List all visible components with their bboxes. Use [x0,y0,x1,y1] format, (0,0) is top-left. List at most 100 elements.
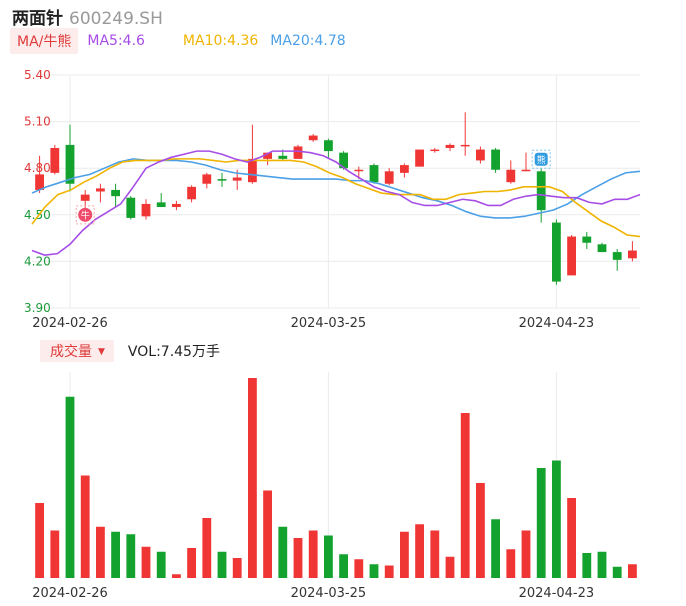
volume-bar [445,556,455,578]
candle-body [551,222,561,282]
volume-bar [263,490,273,578]
ma10-line [31,158,641,238]
candle-body [293,146,303,159]
volume-bar [50,530,60,578]
candle-body [415,149,425,167]
ma-indicator-button[interactable]: MA/牛熊 [10,28,79,54]
candle-body [627,250,637,259]
volume-bar [582,553,592,578]
candle-body [339,152,349,169]
candle-body [460,144,470,147]
candle-body [612,252,622,260]
volume-bar [247,378,257,578]
volume-bar [232,558,242,578]
volume-bar [308,530,318,578]
volume-bar [369,564,379,578]
volume-bar [156,551,166,578]
volume-bar [187,548,197,578]
candle-body [399,165,409,173]
price-tick-label: 4.80 [24,161,51,175]
bear-marker-icon [534,152,548,166]
candle-body [141,203,151,217]
volume-indicator-label: 成交量 [50,344,92,360]
bull-marker-label: 牛 [81,209,90,221]
volume-bar [111,531,121,578]
ma20-line [31,158,641,219]
volume-bar [202,518,212,578]
candle-body [491,149,501,170]
candle-body [80,194,90,201]
candle-body [202,174,212,184]
candle-body [430,149,440,152]
candle-body [65,144,75,184]
bear-marker-label: 熊 [537,154,546,166]
volume-bar [597,551,607,578]
volume-bar [551,460,561,578]
volume-bar [323,535,333,578]
candle-body [521,169,531,172]
price-date-label: 2024-03-25 [291,316,367,331]
volume-bar [278,526,288,578]
volume-bar [354,559,364,578]
candle-body [445,144,455,149]
ma10-label: MA10:4.36 [182,33,259,49]
volume-bar [399,531,409,578]
volume-bar [460,413,470,578]
volume-bar [491,519,501,578]
candle-body [278,155,288,159]
volume-bar [536,468,546,578]
volume-bar [430,530,440,578]
price-tick-label: 3.90 [24,301,51,315]
volume-bar [415,524,425,578]
candle-body [308,135,318,141]
volume-date-label: 2024-04-23 [519,586,595,601]
volume-date-label: 2024-03-25 [291,586,367,601]
volume-bar [567,498,577,578]
price-date-label: 2024-04-23 [519,316,595,331]
stock-code: 600249.SH [69,9,163,29]
candle-body [126,197,136,218]
ma5-line [31,150,641,257]
volume-date-label: 2024-02-26 [32,586,108,601]
price-tick-label: 5.10 [24,115,51,129]
ma20-label: MA20:4.78 [270,33,346,49]
candle-body [111,189,121,197]
candle-body [50,148,60,173]
bull-marker-icon [78,207,93,222]
volume-bar [612,566,622,578]
candle-body [567,236,577,276]
candle-body [323,140,333,152]
volume-bar [293,538,303,578]
price-tick-label: 4.20 [24,254,51,268]
candle-body [597,244,607,253]
candle-body [217,179,227,181]
volume-bar [521,530,531,578]
candle-body [369,165,379,183]
candle-body [187,186,197,200]
candle-body [506,169,516,183]
candle-body [95,188,105,192]
volume-bar [171,574,181,578]
candle-body [475,149,485,161]
dropdown-caret-icon: ▼ [98,347,105,357]
price-tick-label: 5.40 [24,68,51,82]
volume-bar [141,546,151,578]
volume-bar [35,503,45,578]
candle-body [354,169,364,172]
volume-legend: 成交量 ▼ VOL:7.45万手 [40,340,220,362]
volume-indicator-button[interactable]: 成交量 ▼ [40,340,114,362]
candle-body [171,203,181,208]
ma-legend: MA/牛熊 MA5:4.6 MA10:4.36 MA20:4.78 [10,28,346,54]
stock-name: 两面针 [12,9,63,29]
candle-body [156,202,166,208]
price-tick-label: 4.50 [24,208,51,222]
candle-body [247,158,257,183]
ma5-label: MA5:4.6 [87,33,145,49]
volume-bar [506,549,516,578]
bear-marker-frame [531,149,551,169]
volume-bar [627,564,637,578]
candle-body [232,177,242,181]
volume-bar [217,551,227,578]
volume-bar [384,565,394,578]
